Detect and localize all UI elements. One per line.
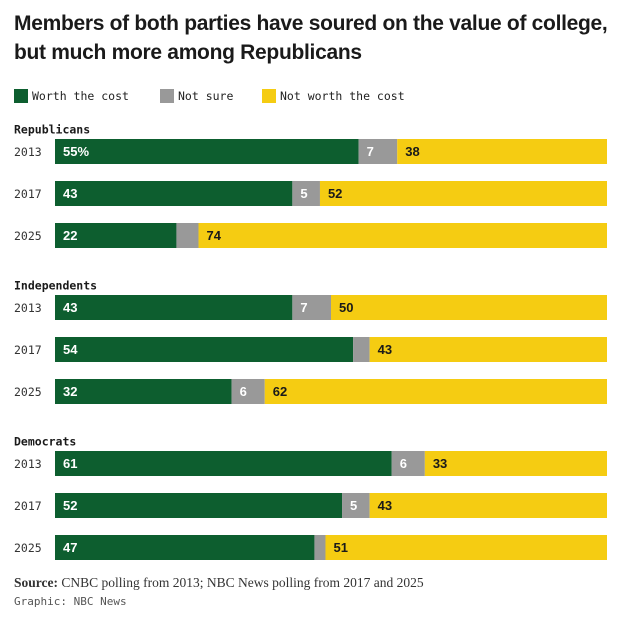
bar-segment-not-worth [325, 535, 607, 560]
bar-segment-not-worth [198, 223, 607, 248]
data-label-not-worth: 43 [378, 342, 392, 357]
year-label: 2017 [14, 499, 42, 513]
bar-segment-worth [55, 535, 315, 560]
data-label-not-sure: 7 [300, 300, 307, 315]
year-label: 2013 [14, 145, 42, 159]
legend-label-not-sure: Not sure [178, 89, 234, 103]
legend-label-worth: Worth the cost [32, 89, 129, 103]
data-label-worth: 55% [63, 144, 89, 159]
bar-segment-not-sure [391, 451, 425, 476]
bar-segment-not-sure [358, 139, 398, 164]
bar-segment-not-sure [342, 493, 370, 518]
bar-segment-not-sure [353, 337, 370, 362]
bar-segment-not-sure [314, 535, 326, 560]
group-label: Democrats [14, 435, 76, 449]
graphic-credit: Graphic: NBC News [14, 595, 127, 608]
data-label-worth: 54 [63, 342, 78, 357]
bar-segment-worth [55, 379, 232, 404]
year-label: 2013 [14, 457, 42, 471]
legend-swatch-not-sure [160, 89, 174, 103]
data-label-not-worth: 74 [207, 228, 222, 243]
bar-segment-not-sure [292, 181, 320, 206]
data-label-worth: 61 [63, 456, 77, 471]
bar-segment-not-worth [369, 493, 607, 518]
data-label-worth: 32 [63, 384, 77, 399]
data-label-not-worth: 33 [433, 456, 447, 471]
bar-segment-worth [55, 139, 359, 164]
chart-title: Members of both parties have soured on t… [14, 12, 608, 64]
bar-segment-worth [55, 451, 392, 476]
bar-segment-not-worth [319, 181, 607, 206]
bar-segment-not-worth [264, 379, 607, 404]
year-label: 2025 [14, 229, 42, 243]
data-label-not-worth: 50 [339, 300, 353, 315]
data-label-worth: 47 [63, 540, 77, 555]
source-text: CNBC polling from 2013; NBC News polling… [58, 575, 424, 590]
data-label-not-worth: 43 [378, 498, 392, 513]
bar-segment-worth [55, 337, 354, 362]
data-label-not-worth: 52 [328, 186, 342, 201]
data-label-not-sure: 6 [240, 384, 247, 399]
data-label-not-worth: 62 [273, 384, 287, 399]
bar-segment-worth [55, 223, 177, 248]
data-label-not-sure: 7 [367, 144, 374, 159]
bar-segment-not-worth [369, 337, 607, 362]
data-label-worth: 43 [63, 186, 77, 201]
bar-segment-not-sure [176, 223, 199, 248]
group-label: Republicans [14, 123, 90, 137]
bar-segment-not-worth [397, 139, 607, 164]
group-label: Independents [14, 279, 97, 293]
source-label: Source: [14, 575, 58, 590]
data-label-not-sure: 5 [350, 498, 357, 513]
data-label-not-sure: 5 [300, 186, 307, 201]
bar-segment-not-worth [424, 451, 607, 476]
bar-segment-not-worth [331, 295, 607, 320]
data-label-not-worth: 51 [333, 540, 347, 555]
legend-swatch-worth [14, 89, 28, 103]
bar-segment-not-sure [231, 379, 265, 404]
data-label-worth: 22 [63, 228, 77, 243]
data-label-not-sure: 6 [400, 456, 407, 471]
bar-segment-worth [55, 493, 343, 518]
year-label: 2025 [14, 541, 42, 555]
bar-segment-worth [55, 295, 293, 320]
year-label: 2017 [14, 343, 42, 357]
year-label: 2013 [14, 301, 42, 315]
data-label-not-worth: 38 [405, 144, 419, 159]
bar-segment-not-sure [292, 295, 331, 320]
legend-swatch-not-worth [262, 89, 276, 103]
data-label-worth: 52 [63, 498, 77, 513]
year-label: 2017 [14, 187, 42, 201]
data-label-worth: 43 [63, 300, 77, 315]
legend-label-not-worth: Not worth the cost [280, 89, 405, 103]
year-label: 2025 [14, 385, 42, 399]
bar-segment-worth [55, 181, 293, 206]
source-note: Source: CNBC polling from 2013; NBC News… [14, 575, 424, 591]
